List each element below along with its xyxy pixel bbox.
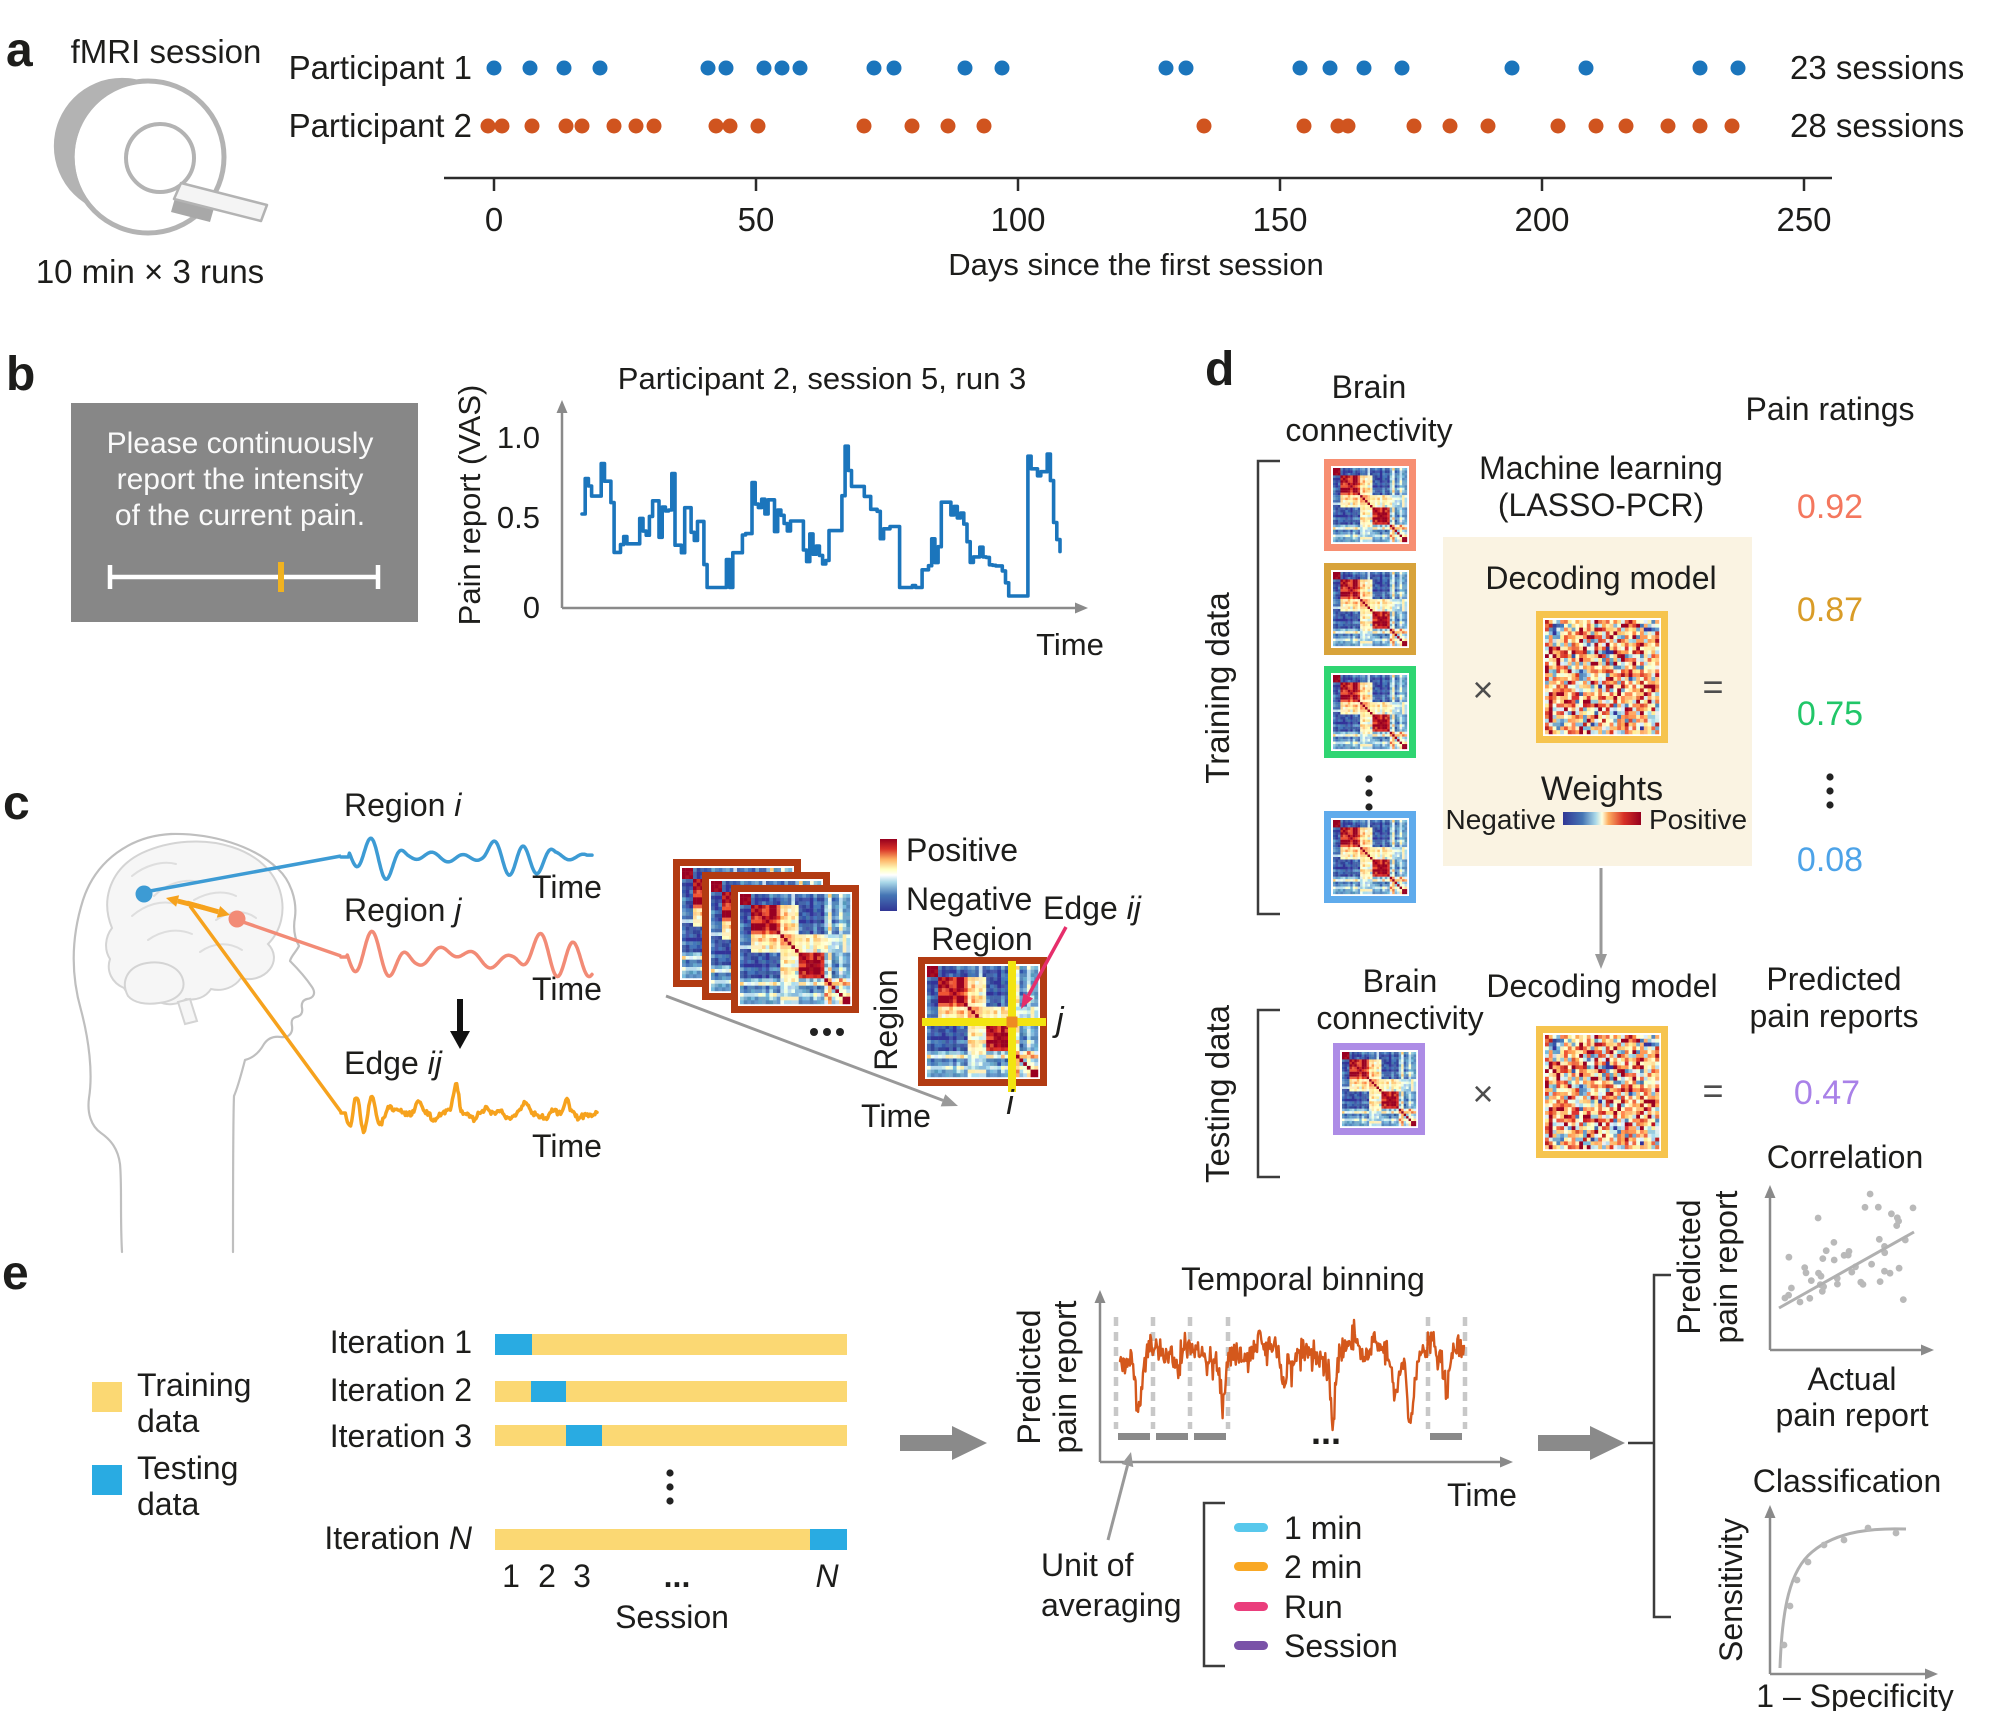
- svg-text:=: =: [1702, 1070, 1723, 1111]
- svg-text:N: N: [815, 1558, 839, 1594]
- svg-text:a: a: [6, 24, 33, 77]
- svg-text:Decoding model: Decoding model: [1485, 560, 1716, 596]
- svg-text:data: data: [137, 1486, 199, 1522]
- svg-text:1 min: 1 min: [1284, 1510, 1362, 1546]
- svg-text:Brain: Brain: [1363, 963, 1438, 999]
- svg-text:0.5: 0.5: [497, 500, 540, 535]
- svg-text:...: ...: [1311, 1411, 1341, 1452]
- svg-text:pain report: pain report: [1047, 1300, 1083, 1453]
- svg-text:Session: Session: [615, 1599, 729, 1635]
- svg-text:Training: Training: [137, 1367, 251, 1403]
- svg-text:Predicted: Predicted: [1011, 1309, 1047, 1444]
- svg-text:of the current pain.: of the current pain.: [115, 499, 365, 532]
- svg-text:Decoding model: Decoding model: [1486, 968, 1717, 1004]
- svg-text:Sensitivity: Sensitivity: [1713, 1518, 1749, 1662]
- svg-text:Session: Session: [1284, 1628, 1398, 1664]
- svg-text:=: =: [1702, 666, 1723, 707]
- svg-text:3: 3: [573, 1558, 591, 1594]
- svg-text:pain report: pain report: [1708, 1190, 1744, 1343]
- svg-text:j: j: [1052, 1001, 1065, 1039]
- svg-text:e: e: [2, 1247, 29, 1300]
- svg-text:report the intensity: report the intensity: [117, 463, 364, 496]
- svg-text:Actual: Actual: [1808, 1361, 1897, 1397]
- svg-text:Edge ij: Edge ij: [344, 1045, 443, 1081]
- svg-text:Predicted: Predicted: [1766, 961, 1901, 997]
- svg-text:Pain ratings: Pain ratings: [1746, 391, 1915, 427]
- svg-text:Correlation: Correlation: [1767, 1139, 1924, 1175]
- svg-text:Temporal binning: Temporal binning: [1181, 1261, 1425, 1297]
- svg-text:Iteration 2: Iteration 2: [330, 1372, 472, 1408]
- svg-text:Machine learning: Machine learning: [1479, 450, 1723, 486]
- svg-text:data: data: [137, 1403, 199, 1439]
- svg-text:Testing data: Testing data: [1199, 1004, 1236, 1183]
- svg-text:Edge ij: Edge ij: [1043, 890, 1142, 926]
- svg-text:23 sessions: 23 sessions: [1790, 49, 1964, 86]
- svg-text:Participant 2, session 5, run: Participant 2, session 5, run 3: [618, 361, 1026, 396]
- svg-text:0.75: 0.75: [1797, 695, 1863, 733]
- svg-text:Region i: Region i: [344, 787, 462, 823]
- svg-text:(LASSO-PCR): (LASSO-PCR): [1498, 487, 1704, 523]
- svg-text:Participant 1: Participant 1: [289, 49, 472, 86]
- svg-text:Days since the first session: Days since the first session: [948, 247, 1324, 282]
- svg-text:connectivity: connectivity: [1316, 1000, 1483, 1036]
- svg-text:Iteration 1: Iteration 1: [330, 1324, 472, 1360]
- svg-text:0: 0: [485, 201, 503, 238]
- svg-text:Participant 2: Participant 2: [289, 107, 472, 144]
- svg-text:0.47: 0.47: [1794, 1074, 1860, 1112]
- svg-text:Positive: Positive: [906, 832, 1018, 868]
- svg-text:Time: Time: [532, 869, 602, 905]
- svg-text:Weights: Weights: [1541, 770, 1663, 808]
- svg-text:averaging: averaging: [1041, 1587, 1182, 1623]
- svg-text:Time: Time: [1036, 627, 1104, 662]
- svg-text:×: ×: [1472, 669, 1493, 710]
- svg-text:c: c: [3, 777, 30, 830]
- svg-text:Positive: Positive: [1649, 804, 1747, 835]
- svg-text:Predicted: Predicted: [1671, 1199, 1707, 1334]
- svg-text:×: ×: [1472, 1073, 1493, 1114]
- svg-text:i: i: [1006, 1084, 1015, 1122]
- svg-text:Training data: Training data: [1199, 592, 1236, 784]
- svg-text:2 min: 2 min: [1284, 1549, 1362, 1585]
- svg-text:Region: Region: [868, 969, 904, 1070]
- svg-text:Negative: Negative: [906, 881, 1032, 917]
- svg-text:0: 0: [523, 590, 540, 625]
- svg-text:Brain: Brain: [1332, 369, 1407, 405]
- svg-text:50: 50: [738, 201, 775, 238]
- svg-text:100: 100: [990, 201, 1045, 238]
- svg-text:pain report: pain report: [1776, 1397, 1929, 1433]
- svg-text:Region j: Region j: [344, 892, 462, 928]
- svg-text:Negative: Negative: [1445, 804, 1556, 835]
- svg-text:28 sessions: 28 sessions: [1790, 107, 1964, 144]
- svg-text:b: b: [6, 348, 35, 401]
- svg-text:Iteration 3: Iteration 3: [330, 1418, 472, 1454]
- svg-text:Region: Region: [931, 921, 1032, 957]
- svg-text:Testing: Testing: [137, 1450, 238, 1486]
- svg-text:Run: Run: [1284, 1589, 1343, 1625]
- svg-text:250: 250: [1776, 201, 1831, 238]
- svg-text:Classification: Classification: [1753, 1463, 1942, 1499]
- svg-text:1 – Specificity: 1 – Specificity: [1756, 1678, 1953, 1711]
- svg-text:Time: Time: [532, 1128, 602, 1164]
- svg-text:pain reports: pain reports: [1750, 998, 1919, 1034]
- svg-text:Time: Time: [1447, 1477, 1517, 1513]
- svg-text:10 min × 3 runs: 10 min × 3 runs: [36, 253, 264, 290]
- svg-text:Unit of: Unit of: [1041, 1547, 1134, 1583]
- svg-text:Please continuously: Please continuously: [107, 427, 374, 460]
- svg-text:connectivity: connectivity: [1285, 412, 1452, 448]
- svg-text:2: 2: [538, 1558, 556, 1594]
- svg-text:d: d: [1205, 343, 1234, 396]
- svg-text:150: 150: [1252, 201, 1307, 238]
- svg-text:0.08: 0.08: [1797, 841, 1863, 879]
- svg-text:Iteration N: Iteration N: [324, 1520, 473, 1556]
- svg-text:1.0: 1.0: [497, 420, 540, 455]
- svg-text:200: 200: [1514, 201, 1569, 238]
- svg-text:Time: Time: [861, 1098, 931, 1134]
- svg-text:fMRI session: fMRI session: [71, 33, 262, 70]
- svg-text:Pain report (VAS): Pain report (VAS): [452, 385, 487, 626]
- svg-text:1: 1: [502, 1558, 520, 1594]
- svg-text:0.87: 0.87: [1797, 591, 1863, 629]
- svg-text:0.92: 0.92: [1797, 488, 1863, 526]
- svg-text:...: ...: [664, 1558, 691, 1594]
